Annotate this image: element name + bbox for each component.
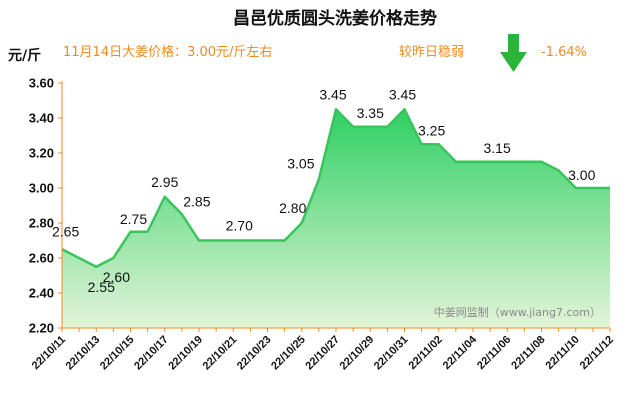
down-arrow-icon: [500, 34, 527, 72]
y-axis-unit: 元/斤: [8, 47, 41, 64]
y-tick-label: 2.80: [29, 216, 54, 231]
series-line: [61, 108, 610, 268]
trend-info: 较昨日稳弱: [399, 44, 464, 60]
y-tick-label: 2.60: [29, 251, 54, 266]
data-label: 3.35: [357, 105, 384, 121]
data-label: 3.25: [418, 122, 445, 138]
y-tick-label: 3.00: [29, 181, 54, 196]
y-tick-label: 3.20: [29, 146, 54, 161]
data-label: 3.00: [568, 167, 595, 183]
data-label: 2.85: [183, 193, 210, 209]
x-tick-label: 22/10/19: [166, 334, 205, 373]
x-tick-label: 22/10/17: [132, 334, 171, 373]
data-label: 3.05: [287, 155, 314, 171]
y-tick-label: 3.40: [29, 111, 54, 126]
price-info: 11月14日大姜价格：3.00元/斤左右: [63, 44, 272, 60]
x-tick-label: 22/10/21: [201, 334, 240, 373]
y-tick-label: 2.20: [29, 321, 54, 336]
plot-area: 2.20 2.40 2.60 2.80 3.00 3.20 3.40 3.60 22/10/11…: [29, 76, 616, 373]
x-tick-label: 22/11/02: [407, 334, 445, 372]
data-label: 2.95: [151, 174, 178, 190]
x-tick-label: 22/10/25: [269, 334, 308, 373]
x-tick-label: 22/11/04: [441, 333, 480, 372]
y-tick-label: 3.60: [29, 76, 54, 91]
x-tick-label: 22/10/11: [30, 334, 68, 372]
data-label: 3.45: [389, 86, 416, 102]
data-label: 2.80: [279, 200, 306, 216]
x-tick-label: 22/10/31: [372, 334, 411, 373]
watermark: 中姜网监制（www.jiang7.com）: [434, 305, 601, 319]
x-tick-label: 22/10/27: [303, 334, 342, 373]
area-fill: [62, 109, 610, 328]
data-label: 3.15: [484, 140, 511, 156]
x-tick-label: 22/10/23: [235, 334, 274, 373]
x-tick-label: 22/11/06: [475, 334, 513, 372]
y-tick-label: 2.40: [29, 286, 54, 301]
data-label: 2.65: [52, 223, 79, 239]
data-label: 2.70: [226, 218, 253, 234]
x-tick-label: 22/11/08: [509, 334, 547, 372]
x-tick-label: 22/11/12: [578, 334, 616, 372]
x-tick-label: 22/10/29: [338, 334, 377, 373]
data-label: 3.45: [319, 86, 346, 102]
x-tick-label: 22/10/13: [64, 334, 103, 373]
chart-title: 昌邑优质圆头洗姜价格走势: [233, 8, 437, 29]
data-label: 2.60: [103, 269, 130, 285]
data-label: 2.75: [120, 211, 147, 227]
x-tick-label: 22/11/10: [544, 334, 582, 372]
x-tick-label: 22/10/15: [98, 334, 137, 373]
change-percent: -1.64%: [541, 45, 587, 60]
data-label: 2.55: [88, 279, 115, 295]
